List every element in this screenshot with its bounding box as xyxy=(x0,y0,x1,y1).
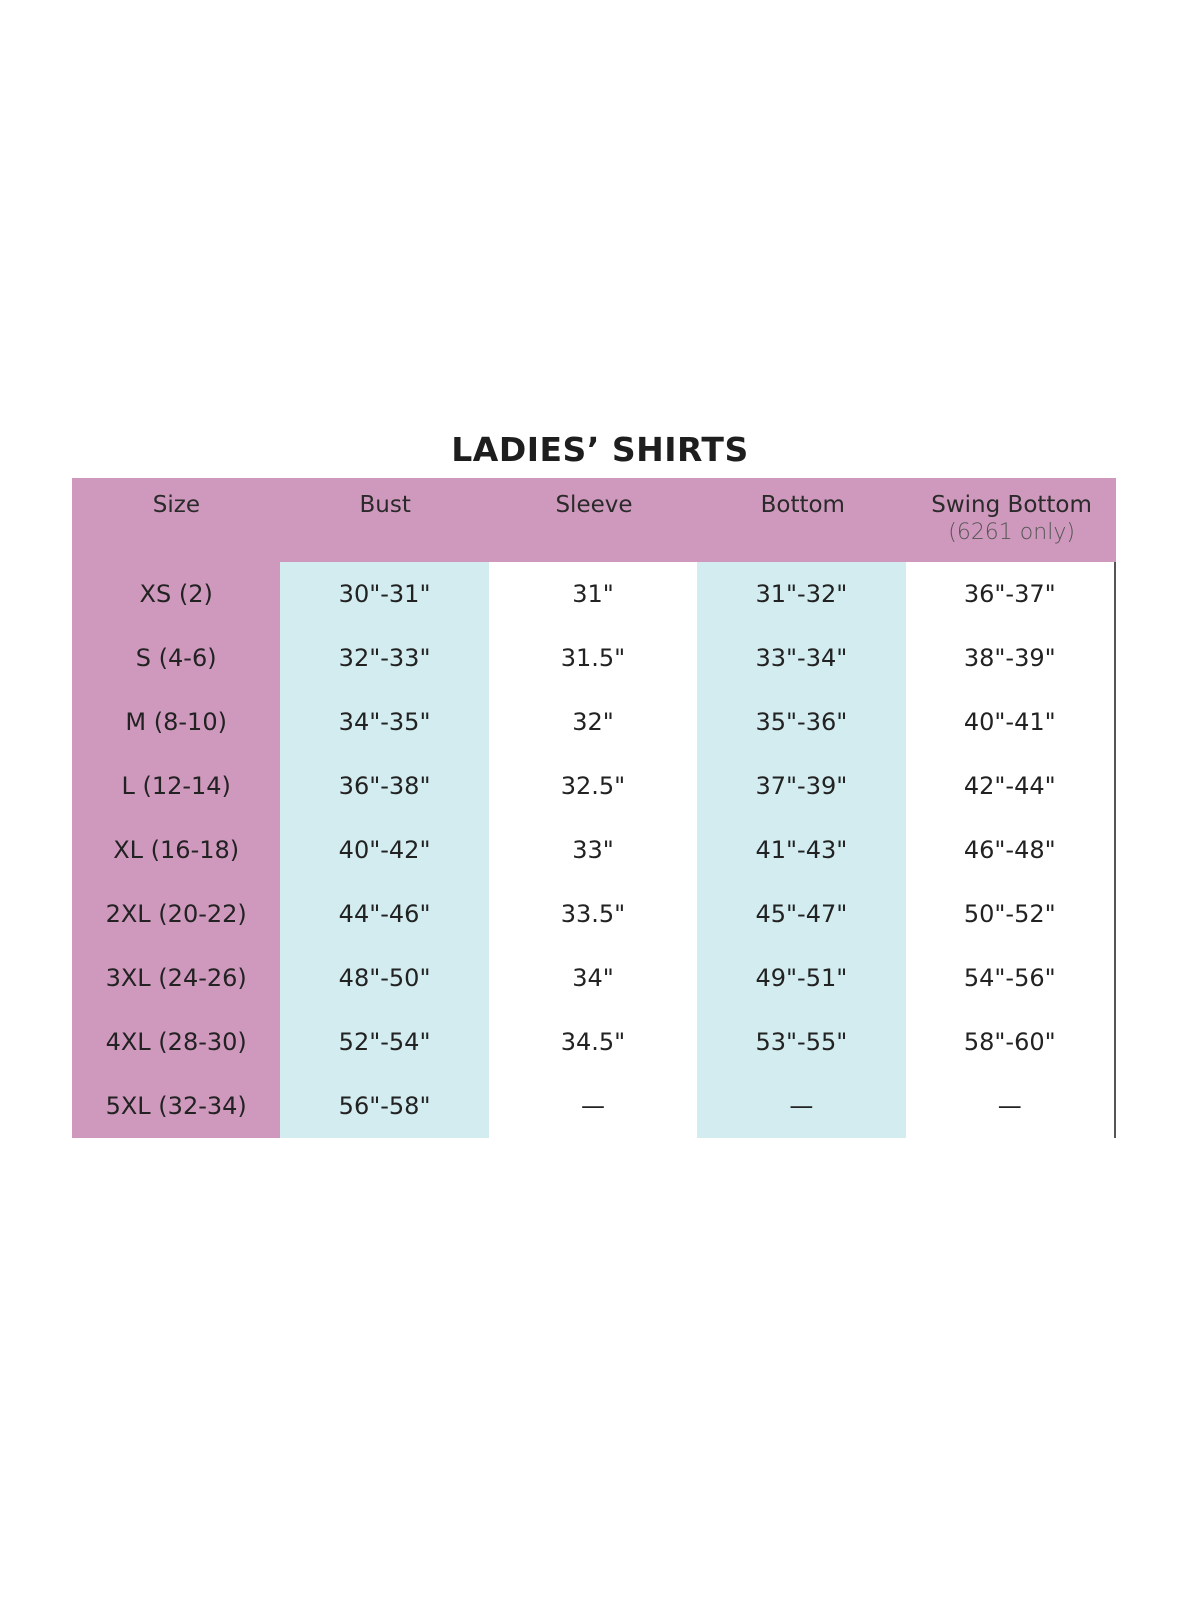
table-cell: — xyxy=(580,1092,605,1120)
header-label: Size xyxy=(152,492,200,518)
header-label: Swing Bottom xyxy=(931,492,1092,518)
table-cell: L (12-14) xyxy=(121,772,231,800)
table-cell: 52"-54" xyxy=(338,1028,431,1056)
table-cell: 32"-33" xyxy=(338,644,431,672)
table-cell: 31.5" xyxy=(560,644,626,672)
table-cell: M (8-10) xyxy=(125,708,227,736)
header-label: Sleeve xyxy=(555,492,633,518)
column-swing-bottom: 36"-37" 38"-39" 40"-41" 42"-44" 46"-48" 50"-5… xyxy=(906,562,1114,1138)
table-cell: 36"-37" xyxy=(963,580,1056,608)
header-label: Bust xyxy=(359,492,411,518)
table-header: Size Bust Sleeve Bottom Swing Bottom (626… xyxy=(72,478,1116,562)
table-cell: 36"-38" xyxy=(338,772,431,800)
table-cell: 31" xyxy=(572,580,614,608)
table-cell: 33"-34" xyxy=(755,644,848,672)
size-table: Size Bust Sleeve Bottom Swing Bottom (626… xyxy=(72,478,1116,1138)
column-bust: 30"-31" 32"-33" 34"-35" 36"-38" 40"-42" 44"-4… xyxy=(280,562,489,1138)
table-cell: 34"-35" xyxy=(338,708,431,736)
header-bottom: Bottom xyxy=(698,478,907,562)
column-size: XS (2) S (4-6) M (8-10) L (12-14) XL (16-18)… xyxy=(72,562,281,1138)
table-cell: 34.5" xyxy=(560,1028,626,1056)
table-cell: 3XL (24-26) xyxy=(105,964,247,992)
table-cell: 5XL (32-34) xyxy=(105,1092,247,1120)
table-cell: XL (16-18) xyxy=(113,836,240,864)
table-cell: 54"-56" xyxy=(963,964,1056,992)
table-cell: 56"-58" xyxy=(338,1092,431,1120)
table-cell: 44"-46" xyxy=(338,900,431,928)
table-cell: S (4-6) xyxy=(135,644,217,672)
table-cell: 37"-39" xyxy=(755,772,848,800)
table-cell: 50"-52" xyxy=(963,900,1056,928)
table-cell: 2XL (20-22) xyxy=(105,900,247,928)
table-cell: 38"-39" xyxy=(963,644,1056,672)
table-cell: 58"-60" xyxy=(963,1028,1056,1056)
table-cell: 4XL (28-30) xyxy=(105,1028,247,1056)
table-cell: 33.5" xyxy=(560,900,626,928)
header-sublabel: (6261 only) xyxy=(948,520,1075,545)
table-cell: XS (2) xyxy=(139,580,213,608)
table-cell: 45"-47" xyxy=(755,900,848,928)
table-cell: 42"-44" xyxy=(963,772,1056,800)
table-cell: 40"-41" xyxy=(963,708,1056,736)
column-sleeve: 31" 31.5" 32" 32.5" 33" 33.5" 34" 34.5" — xyxy=(489,562,697,1138)
table-cell: 31"-32" xyxy=(755,580,848,608)
header-swing-bottom: Swing Bottom (6261 only) xyxy=(907,478,1116,562)
header-bust: Bust xyxy=(281,478,490,562)
table-cell: 32" xyxy=(572,708,614,736)
table-cell: 32.5" xyxy=(560,772,626,800)
table-cell: 35"-36" xyxy=(755,708,848,736)
header-sleeve: Sleeve xyxy=(490,478,699,562)
table-cell: — xyxy=(997,1092,1022,1120)
table-cell: 33" xyxy=(572,836,614,864)
table-cell: 49"-51" xyxy=(755,964,848,992)
table-cell: 34" xyxy=(572,964,614,992)
table-cell: 46"-48" xyxy=(963,836,1056,864)
column-bottom: 31"-32" 33"-34" 35"-36" 37"-39" 41"-43" 45"-4… xyxy=(697,562,906,1138)
table-body: XS (2) S (4-6) M (8-10) L (12-14) XL (16-18)… xyxy=(72,562,1116,1138)
table-cell: 53"-55" xyxy=(755,1028,848,1056)
table-cell: 41"-43" xyxy=(755,836,848,864)
header-size: Size xyxy=(72,478,281,562)
table-cell: 30"-31" xyxy=(338,580,431,608)
table-cell: — xyxy=(789,1092,814,1120)
chart-title: LADIES’ SHIRTS xyxy=(451,430,749,469)
table-cell: 48"-50" xyxy=(338,964,431,992)
table-cell: 40"-42" xyxy=(338,836,431,864)
header-label: Bottom xyxy=(760,492,845,518)
